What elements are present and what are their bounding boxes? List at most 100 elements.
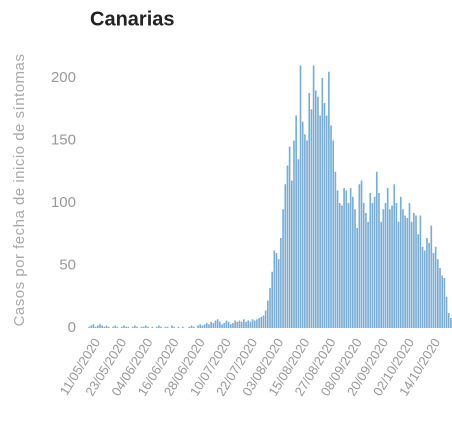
bar bbox=[214, 320, 217, 328]
bar bbox=[155, 326, 158, 328]
bar bbox=[290, 180, 293, 328]
bar bbox=[251, 319, 254, 328]
bar bbox=[262, 315, 265, 328]
bar bbox=[406, 218, 409, 328]
bar bbox=[328, 71, 330, 328]
bar bbox=[312, 65, 315, 328]
bar bbox=[103, 326, 106, 328]
bar bbox=[116, 326, 119, 328]
bar bbox=[225, 320, 228, 328]
bar bbox=[273, 250, 276, 328]
bar bbox=[288, 146, 291, 328]
bar bbox=[223, 323, 226, 328]
bar bbox=[236, 321, 239, 328]
bar bbox=[173, 326, 175, 328]
y-tick-label: 200 bbox=[51, 69, 76, 86]
bar bbox=[208, 324, 210, 328]
bar bbox=[221, 324, 223, 328]
bar bbox=[295, 115, 297, 328]
bar bbox=[373, 196, 376, 328]
bar bbox=[280, 238, 282, 328]
bar bbox=[238, 320, 241, 328]
bar bbox=[413, 213, 415, 328]
bar bbox=[321, 78, 324, 328]
bar bbox=[264, 310, 267, 328]
bar bbox=[253, 320, 256, 328]
bar bbox=[334, 171, 337, 328]
bar bbox=[160, 326, 162, 328]
bar bbox=[301, 121, 304, 328]
bar bbox=[351, 196, 354, 328]
bar bbox=[105, 325, 108, 328]
bar bbox=[92, 324, 95, 328]
bar bbox=[210, 321, 212, 328]
bar bbox=[393, 184, 396, 328]
bar bbox=[341, 205, 343, 328]
bar bbox=[428, 243, 430, 328]
bar bbox=[94, 326, 97, 328]
bar bbox=[343, 188, 345, 328]
bar bbox=[382, 209, 385, 328]
bar bbox=[256, 319, 258, 328]
y-tick-label: 150 bbox=[51, 131, 76, 148]
bar bbox=[365, 213, 367, 328]
bar bbox=[266, 300, 269, 328]
bar bbox=[277, 259, 280, 328]
bar bbox=[284, 184, 287, 328]
bar bbox=[430, 225, 433, 328]
bar bbox=[325, 115, 328, 328]
bar bbox=[360, 180, 363, 328]
bar bbox=[258, 318, 260, 328]
bar bbox=[408, 203, 411, 328]
bar bbox=[99, 324, 101, 328]
bar bbox=[275, 253, 278, 328]
bar bbox=[330, 125, 332, 328]
bar bbox=[112, 326, 114, 328]
bar bbox=[192, 326, 195, 328]
bar bbox=[282, 209, 284, 328]
bar bbox=[310, 109, 313, 328]
bar bbox=[354, 209, 356, 328]
bar bbox=[358, 184, 361, 328]
bar bbox=[391, 205, 393, 328]
y-tick-label: 0 bbox=[68, 319, 76, 336]
bar bbox=[203, 324, 206, 328]
bar bbox=[134, 325, 136, 328]
bar bbox=[332, 140, 335, 328]
bar bbox=[227, 321, 230, 328]
bar bbox=[423, 250, 426, 328]
bar bbox=[127, 326, 130, 328]
bar bbox=[90, 325, 93, 328]
bar bbox=[88, 326, 90, 328]
bar bbox=[439, 268, 441, 328]
bar bbox=[260, 316, 263, 328]
bar bbox=[345, 190, 348, 328]
bar bbox=[419, 215, 422, 328]
bar bbox=[314, 90, 317, 328]
bar bbox=[197, 325, 199, 328]
bar bbox=[304, 134, 306, 328]
bar bbox=[219, 321, 221, 328]
bar bbox=[421, 246, 424, 328]
bar bbox=[114, 325, 117, 328]
bar bbox=[164, 326, 167, 328]
bar bbox=[271, 271, 274, 328]
bar bbox=[299, 65, 302, 328]
bar bbox=[384, 203, 387, 328]
bar bbox=[245, 321, 247, 328]
bar bbox=[308, 93, 311, 328]
bar bbox=[395, 203, 398, 328]
bar bbox=[151, 326, 154, 328]
bar bbox=[319, 115, 321, 328]
bar bbox=[101, 325, 103, 328]
bar bbox=[437, 259, 439, 328]
bar bbox=[347, 203, 350, 328]
bar bbox=[216, 319, 219, 328]
y-tick-label: 50 bbox=[59, 256, 76, 273]
bar bbox=[240, 321, 243, 328]
bar bbox=[123, 325, 125, 328]
bar bbox=[317, 96, 319, 328]
bar bbox=[397, 221, 400, 328]
bar bbox=[158, 325, 160, 328]
bar bbox=[136, 326, 138, 328]
